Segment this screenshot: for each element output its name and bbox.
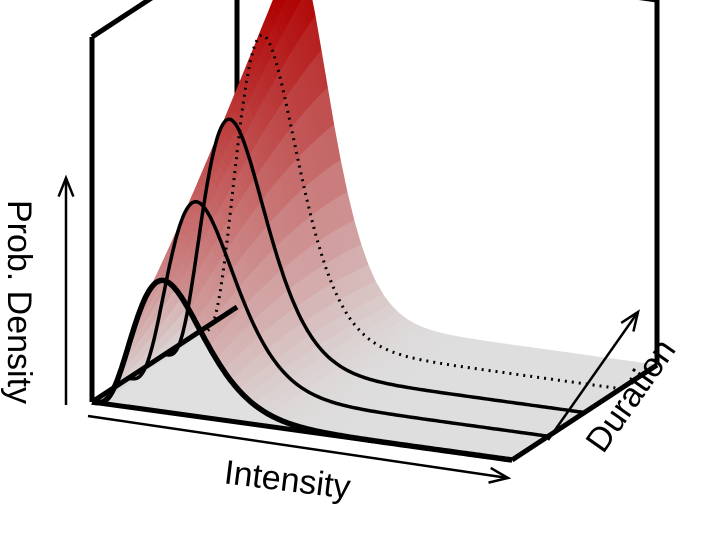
box-edge-left-top: [90, 0, 154, 40]
z-axis-arrow-head: [57, 174, 75, 198]
x-axis-arrow-head: [488, 466, 512, 484]
box-edge-front-bottom: [91, 399, 513, 463]
x-axis-arrow-shaft: [87, 414, 509, 480]
y-axis-arrow-head: [620, 309, 640, 332]
z-axis-arrow: [57, 174, 75, 405]
z-axis-label: Prob. Density: [0, 200, 38, 404]
front-box: [89, 0, 659, 463]
y-axis-arrow-shaft: [546, 311, 640, 441]
density-curve-2: [162, 117, 585, 415]
x-axis-label: Intensity: [222, 454, 352, 507]
density-curve-1: [126, 199, 549, 438]
y-axis-arrow: [546, 309, 640, 441]
axis-arrows: [57, 174, 640, 484]
box-edge-left-bottom: [90, 304, 239, 405]
x-axis-arrow: [87, 414, 512, 484]
box-edge-right-bottom: [510, 362, 659, 463]
